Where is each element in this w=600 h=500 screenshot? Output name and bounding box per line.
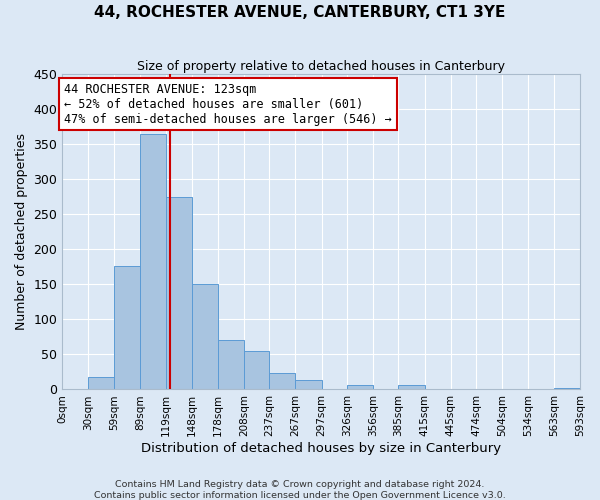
Title: Size of property relative to detached houses in Canterbury: Size of property relative to detached ho… <box>137 60 505 73</box>
Bar <box>114 266 140 390</box>
Bar <box>554 388 580 390</box>
Bar <box>295 380 322 390</box>
Bar <box>244 351 269 390</box>
X-axis label: Distribution of detached houses by size in Canterbury: Distribution of detached houses by size … <box>141 442 501 455</box>
Bar <box>269 374 295 390</box>
Text: 44 ROCHESTER AVENUE: 123sqm
← 52% of detached houses are smaller (601)
47% of se: 44 ROCHESTER AVENUE: 123sqm ← 52% of det… <box>64 82 392 126</box>
Bar <box>347 386 373 390</box>
Text: Contains HM Land Registry data © Crown copyright and database right 2024.
Contai: Contains HM Land Registry data © Crown c… <box>94 480 506 500</box>
Bar <box>218 340 244 390</box>
Bar <box>88 377 114 390</box>
Bar <box>191 284 218 390</box>
Bar <box>166 197 191 390</box>
Text: 44, ROCHESTER AVENUE, CANTERBURY, CT1 3YE: 44, ROCHESTER AVENUE, CANTERBURY, CT1 3Y… <box>94 5 506 20</box>
Bar <box>140 134 166 390</box>
Y-axis label: Number of detached properties: Number of detached properties <box>15 134 28 330</box>
Bar <box>398 384 425 390</box>
